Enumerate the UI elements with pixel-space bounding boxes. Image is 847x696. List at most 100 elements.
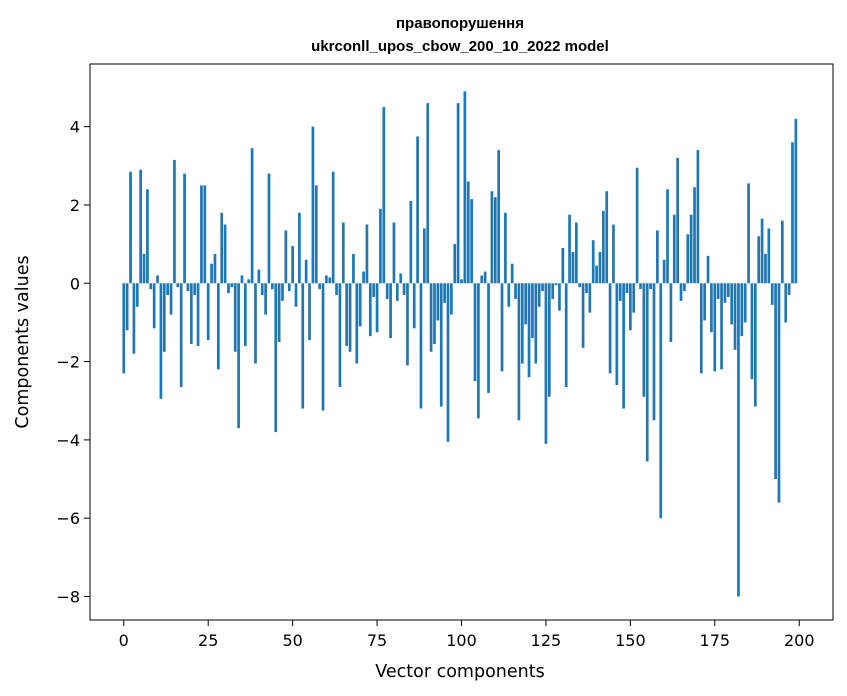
bar-130 bbox=[561, 248, 565, 284]
bar-124 bbox=[541, 283, 544, 292]
bar-117 bbox=[517, 283, 521, 421]
bar-132 bbox=[568, 214, 571, 284]
bar-46 bbox=[277, 283, 281, 342]
x-axis-label: Vector components bbox=[375, 662, 544, 682]
bar-88 bbox=[419, 283, 423, 409]
bar-184 bbox=[743, 283, 747, 323]
y-tick-label--4: −4 bbox=[56, 431, 80, 450]
bar-71 bbox=[362, 271, 365, 284]
bar-169 bbox=[693, 187, 696, 284]
bar-145 bbox=[612, 224, 615, 284]
bar-137 bbox=[585, 283, 588, 294]
bar-133 bbox=[571, 251, 575, 284]
bar-189 bbox=[760, 218, 764, 284]
bar-105 bbox=[477, 283, 480, 419]
bar-31 bbox=[227, 283, 230, 294]
bar-165 bbox=[679, 283, 683, 301]
bar-198 bbox=[791, 142, 794, 284]
bar-178 bbox=[723, 283, 727, 303]
bar-197 bbox=[787, 283, 791, 296]
x-tick-label-125: 125 bbox=[531, 631, 562, 650]
bar-64 bbox=[338, 283, 342, 388]
bar-144 bbox=[608, 283, 612, 374]
bar-3 bbox=[132, 283, 136, 354]
bar-16 bbox=[176, 283, 180, 288]
bar-156 bbox=[649, 283, 652, 290]
bar-96 bbox=[446, 283, 450, 442]
bar-152 bbox=[635, 167, 639, 284]
bar-68 bbox=[352, 253, 355, 284]
bar-146 bbox=[615, 283, 619, 386]
bar-38 bbox=[250, 148, 254, 284]
bar-164 bbox=[676, 157, 679, 284]
x-tick-label-50: 50 bbox=[282, 631, 302, 650]
bar-157 bbox=[652, 283, 656, 421]
y-axis: −8 −6 −4 −2 0 2 4 bbox=[56, 118, 90, 607]
bar-70 bbox=[358, 283, 362, 327]
bar-95 bbox=[443, 283, 446, 303]
bar-97 bbox=[450, 283, 453, 315]
x-tick-label-200: 200 bbox=[784, 631, 815, 650]
bar-181 bbox=[733, 283, 737, 350]
bar-192 bbox=[770, 283, 774, 305]
bar-188 bbox=[757, 236, 761, 284]
bar-104 bbox=[473, 283, 477, 382]
bar-171 bbox=[699, 283, 703, 374]
bar-98 bbox=[453, 244, 457, 284]
bar-82 bbox=[399, 273, 403, 284]
bar-25 bbox=[206, 283, 210, 341]
bar-176 bbox=[716, 283, 720, 299]
bar-195 bbox=[780, 220, 784, 284]
bar-102 bbox=[466, 181, 470, 284]
bar-186 bbox=[750, 283, 754, 380]
y-axis-label: Components values bbox=[13, 255, 33, 428]
bar-118 bbox=[520, 283, 524, 364]
bar-183 bbox=[740, 283, 744, 337]
bar-123 bbox=[537, 283, 541, 307]
bar-36 bbox=[244, 283, 247, 346]
bar-193 bbox=[774, 283, 777, 480]
bar-10 bbox=[156, 275, 159, 284]
y-tick-label-2: 2 bbox=[70, 196, 80, 215]
bar-135 bbox=[578, 283, 582, 288]
bar-134 bbox=[574, 222, 578, 284]
bar-108 bbox=[487, 283, 490, 393]
bar-14 bbox=[169, 283, 173, 315]
bar-81 bbox=[395, 283, 399, 301]
bar-180 bbox=[730, 283, 734, 325]
bar-12 bbox=[162, 283, 166, 352]
bar-65 bbox=[341, 222, 345, 284]
bar-106 bbox=[480, 275, 484, 284]
chart-title-line1: правопорушення bbox=[396, 15, 524, 32]
bar-110 bbox=[493, 197, 497, 284]
bar-125 bbox=[544, 283, 548, 444]
bar-162 bbox=[669, 283, 673, 342]
bar-187 bbox=[753, 283, 757, 407]
bar-80 bbox=[392, 222, 396, 284]
bar-66 bbox=[345, 283, 349, 346]
bar-168 bbox=[689, 214, 693, 284]
bar-158 bbox=[656, 230, 659, 284]
bar-109 bbox=[490, 191, 494, 284]
y-tick-label--8: −8 bbox=[56, 588, 80, 607]
bar-13 bbox=[166, 283, 170, 296]
bar-170 bbox=[696, 150, 700, 284]
bar-191 bbox=[767, 228, 771, 284]
bar-120 bbox=[527, 283, 531, 378]
bar-194 bbox=[777, 283, 781, 503]
bar-126 bbox=[547, 283, 551, 397]
bar-161 bbox=[666, 189, 669, 284]
bar-50 bbox=[291, 246, 294, 284]
bar-77 bbox=[382, 107, 386, 284]
bar-86 bbox=[412, 283, 416, 329]
bar-1 bbox=[125, 283, 129, 331]
bar-74 bbox=[372, 283, 376, 297]
bar-27 bbox=[213, 253, 217, 284]
bar-75 bbox=[375, 283, 379, 333]
y-tick-label-0: 0 bbox=[70, 274, 80, 293]
bar-84 bbox=[406, 283, 409, 366]
bar-129 bbox=[558, 283, 561, 311]
bar-41 bbox=[260, 283, 264, 296]
bar-101 bbox=[463, 91, 467, 284]
